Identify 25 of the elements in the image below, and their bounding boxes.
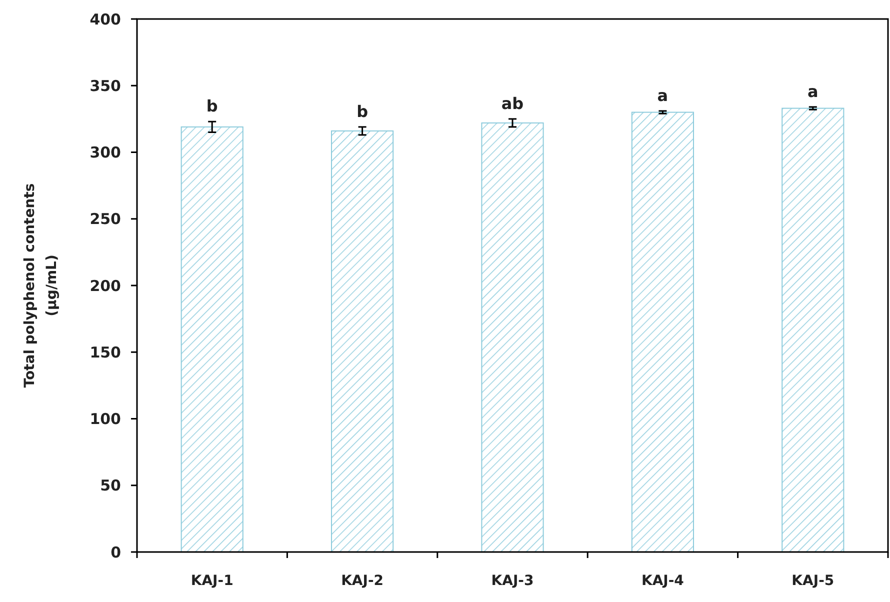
- x-tick-label: KAJ-4: [641, 573, 684, 589]
- annotation: ab: [501, 94, 524, 113]
- x-tick-label: KAJ-5: [792, 573, 834, 589]
- annotation: b: [356, 102, 368, 121]
- annotation: a: [808, 82, 818, 101]
- x-tick-label: KAJ-3: [491, 573, 534, 589]
- y-tick-label: 400: [90, 10, 121, 28]
- annotation: b: [206, 96, 218, 116]
- x-tick-label: KAJ-1: [190, 573, 234, 589]
- y-tick-label: 200: [90, 276, 121, 295]
- bar: [481, 122, 544, 552]
- y-tick-label: 300: [90, 144, 121, 162]
- y-axis-title: Total polyphenol contents (μg/mL): [22, 183, 60, 388]
- bar: [180, 126, 244, 552]
- x-tick-label: KAJ-2: [341, 573, 384, 589]
- bar: [331, 130, 394, 552]
- bar: [782, 108, 844, 552]
- bar: [631, 112, 694, 552]
- y-tick-label: 350: [90, 76, 121, 95]
- y-tick-label: 150: [90, 343, 121, 362]
- annotation: a: [657, 86, 668, 105]
- y-tick-label: 100: [90, 410, 121, 428]
- y-tick-label: 50: [100, 476, 121, 495]
- y-tick-label: 0: [110, 543, 121, 562]
- y-tick-label: 250: [90, 210, 121, 228]
